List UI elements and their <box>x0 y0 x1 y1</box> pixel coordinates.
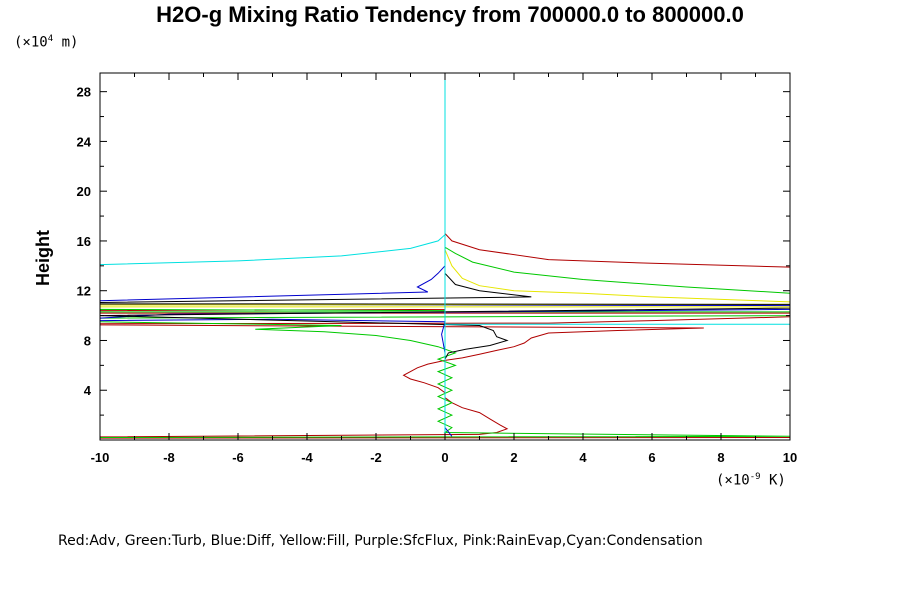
y-unit-tail: m) <box>53 34 79 51</box>
series-layer <box>100 73 790 440</box>
x-tick-label: 8 <box>717 450 724 465</box>
x-tick-label: 2 <box>510 450 517 465</box>
chart-title: H2O-g Mixing Ratio Tendency from 700000.… <box>156 2 744 27</box>
x-unit-base: (×10 <box>716 472 750 489</box>
x-tick-label: -8 <box>163 450 175 465</box>
y-tick-label: 20 <box>77 184 91 199</box>
x-tick-label: 6 <box>648 450 655 465</box>
y-tick-label: 12 <box>77 284 91 299</box>
x-tick-label: -6 <box>232 450 244 465</box>
y-tick-label: 4 <box>84 383 92 398</box>
x-tick-label: -10 <box>91 450 110 465</box>
series-line-1 <box>100 246 790 438</box>
series-line-4 <box>100 272 790 360</box>
y-axis-unit: (×104 m) <box>14 34 78 51</box>
series-line-5 <box>100 73 790 440</box>
x-tick-label: 4 <box>579 450 587 465</box>
series-line-0 <box>100 232 790 439</box>
x-tick-label: 0 <box>441 450 448 465</box>
y-unit-base: (×10 <box>14 34 48 51</box>
y-unit-exponent: 4 <box>47 34 54 44</box>
x-unit-tail: K) <box>760 472 786 489</box>
x-tick-label: 10 <box>783 450 797 465</box>
x-tick-label: -2 <box>370 450 382 465</box>
x-tick-label: -4 <box>301 450 313 465</box>
legend-text: Red:Adv, Green:Turb, Blue:Diff, Yellow:F… <box>58 533 703 549</box>
series-line-3 <box>100 249 790 308</box>
x-unit-exponent: -9 <box>749 472 761 482</box>
x-axis-unit: (×10-9 K) <box>716 472 786 489</box>
y-tick-label: 24 <box>77 134 92 149</box>
y-tick-label: 16 <box>77 234 91 249</box>
y-tick-label: 8 <box>84 333 91 348</box>
y-tick-label: 28 <box>77 85 91 100</box>
y-axis-title: Height <box>33 230 53 286</box>
